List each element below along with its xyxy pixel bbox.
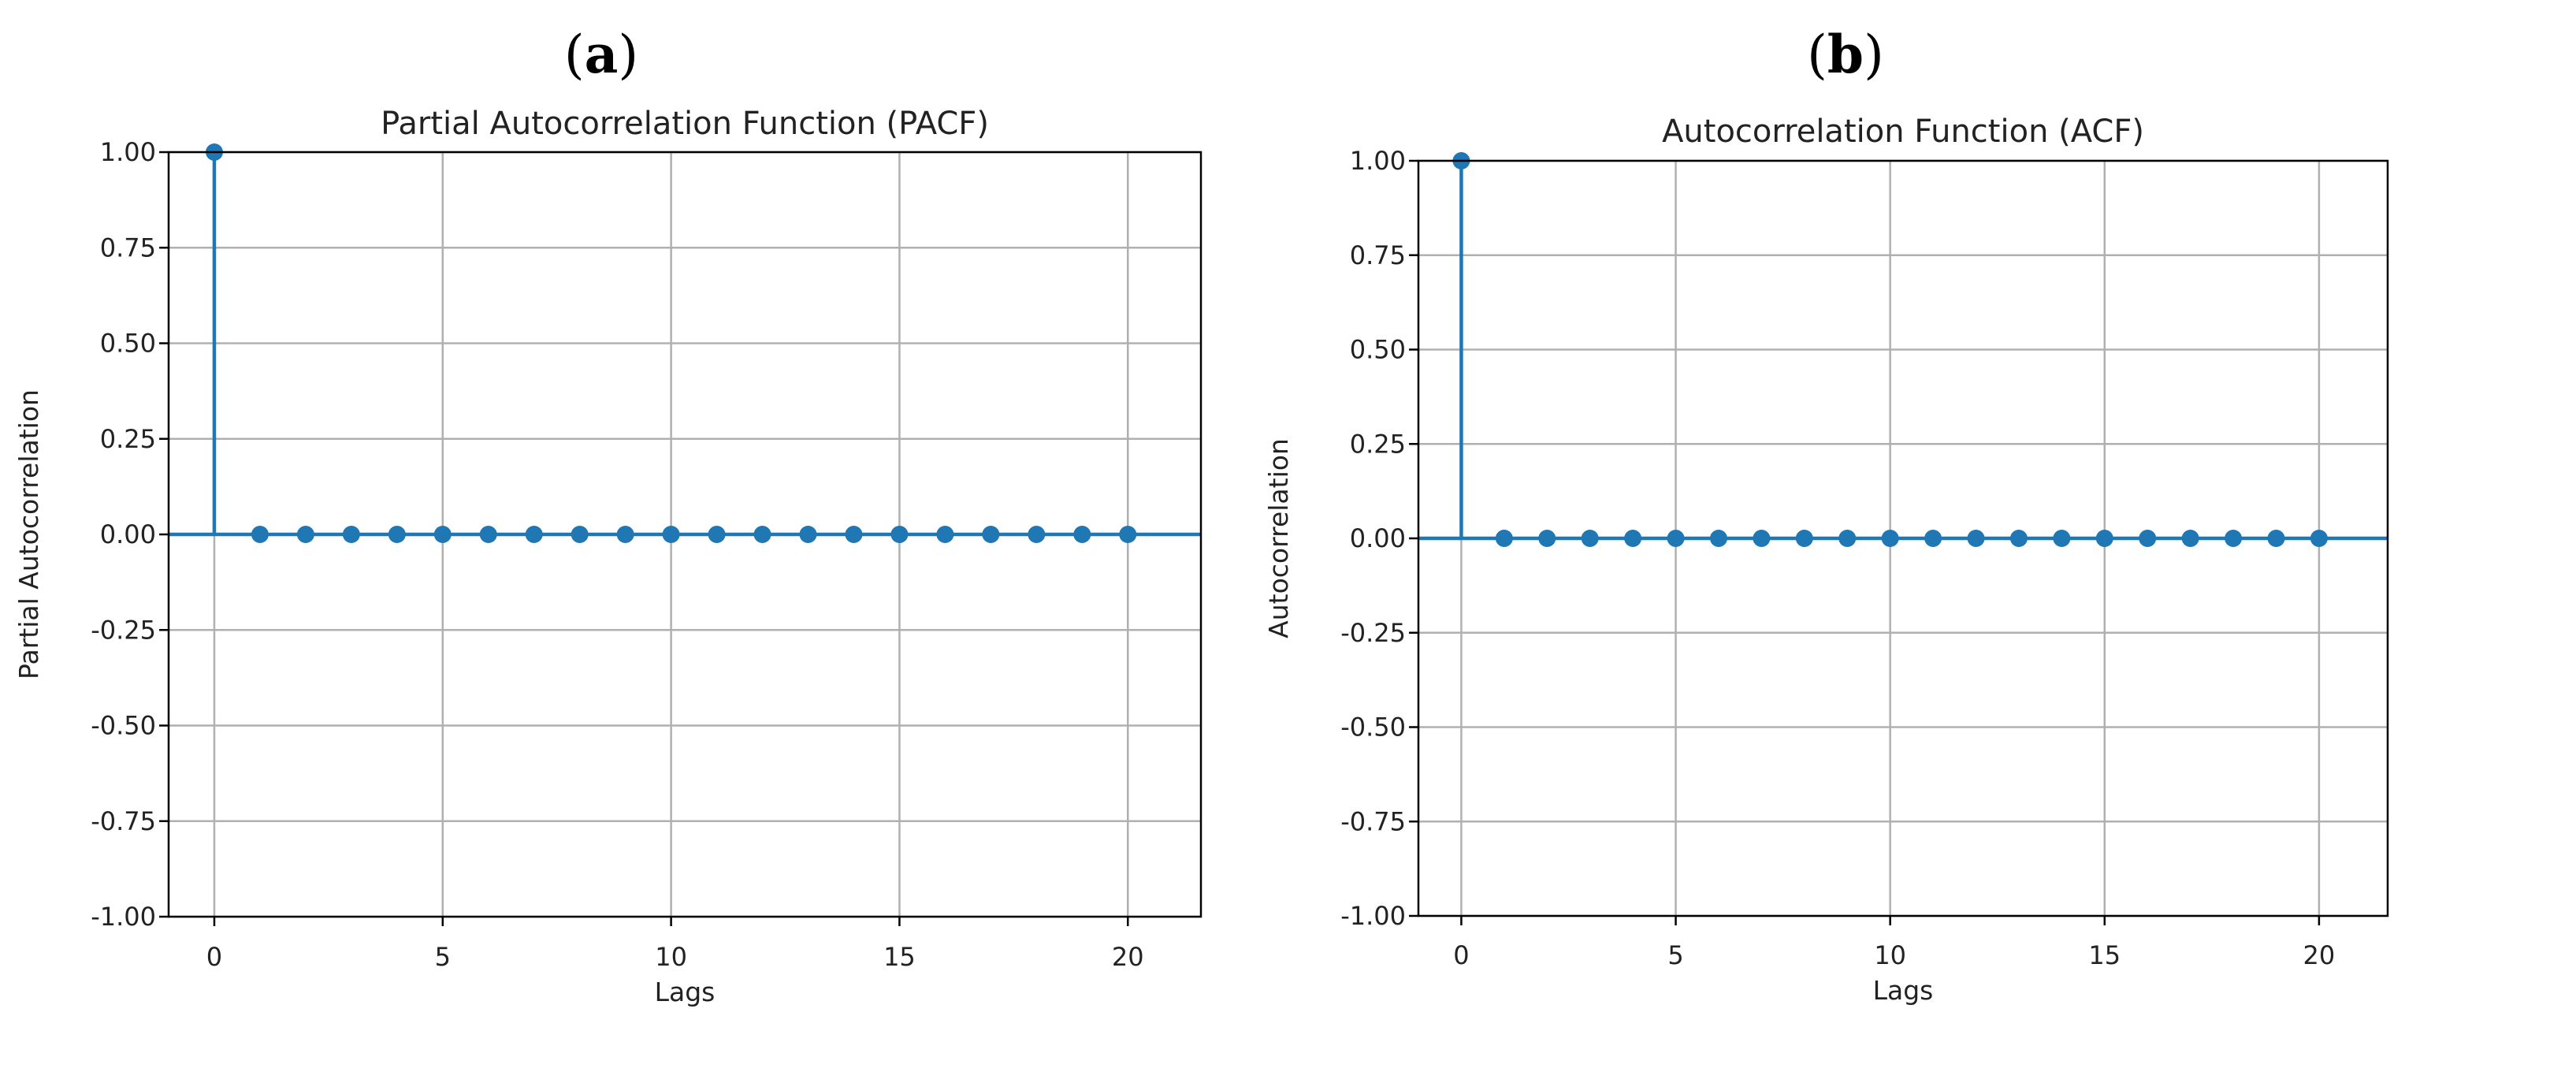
y-axis-label: Autocorrelation (1263, 438, 1294, 638)
panel-label-a: (a) (522, 24, 680, 85)
y-tick-label: 0.75 (1350, 240, 1406, 270)
panel-letter: b (1827, 24, 1864, 85)
y-tick-label: -0.25 (91, 615, 156, 645)
chart-title: Partial Autocorrelation Function (PACF) (381, 106, 989, 142)
panel-label-b: (b) (1767, 24, 1924, 85)
panel-label-close: ) (618, 24, 639, 85)
y-tick-label: -1.00 (91, 902, 156, 932)
y-tick-label: -0.50 (1340, 713, 1406, 742)
stem-marker (2181, 530, 2199, 547)
y-tick-label: 0.25 (1350, 429, 1406, 459)
x-tick-label: 10 (655, 942, 687, 972)
y-tick-label: 1.00 (1350, 146, 1406, 176)
y-tick-label: -0.75 (1340, 806, 1406, 836)
stem-marker (1581, 530, 1599, 547)
stem-marker (296, 526, 314, 543)
x-tick-label: 15 (2088, 940, 2121, 970)
stem-marker (1624, 530, 1642, 547)
stem-marker (616, 526, 634, 543)
stem-marker (1538, 530, 1556, 547)
stem-marker (1967, 530, 1985, 547)
x-tick-label: 10 (1874, 940, 1906, 970)
y-tick-label: 0.50 (100, 329, 156, 359)
stem-marker (890, 526, 909, 543)
stem-marker (936, 526, 954, 543)
stem-marker (2225, 530, 2243, 547)
stem-marker (342, 526, 360, 543)
panel-label-open: ( (1807, 24, 1827, 85)
stem-marker (571, 526, 589, 543)
x-axis-label: Lags (655, 977, 716, 1007)
y-tick-label: -0.75 (91, 806, 156, 836)
stem-marker (388, 526, 406, 543)
x-tick-label: 5 (1667, 940, 1683, 970)
y-tick-label: 0.25 (100, 424, 156, 454)
x-tick-label: 15 (883, 942, 916, 972)
y-tick-label: 0.75 (100, 233, 156, 262)
stem-marker (799, 526, 817, 543)
x-tick-label: 0 (206, 942, 222, 972)
stem-marker (2310, 530, 2328, 547)
x-tick-label: 5 (435, 942, 451, 972)
stem-marker (662, 526, 680, 543)
chart-acf: -1.00 -0.75 -0.50 -0.25 0.00 0.25 0.50 0.75 1.00… (1263, 114, 2389, 1006)
stem-marker (1028, 526, 1046, 543)
y-tick-label: 0.00 (100, 519, 156, 549)
x-tick-label: 20 (1112, 942, 1144, 972)
y-tick-label: -0.50 (91, 711, 156, 741)
stem-marker (2095, 530, 2113, 547)
stem-marker (982, 526, 1000, 543)
stem-marker (753, 526, 771, 543)
stem-marker (845, 526, 863, 543)
chart-title: Autocorrelation Function (ACF) (1662, 114, 2144, 150)
panel-label-open: ( (563, 24, 585, 85)
stem-marker (1495, 530, 1513, 547)
panel-letter: a (584, 24, 619, 85)
x-axis-label: Lags (1873, 975, 1934, 1006)
stem-marker (1119, 526, 1137, 543)
stem-marker (1709, 530, 1727, 547)
stem-marker (525, 526, 543, 543)
stem-marker (1667, 530, 1685, 547)
stem-marker (479, 526, 497, 543)
y-tick-label: -1.00 (1340, 901, 1406, 931)
stem-marker (1838, 530, 1857, 547)
stem-marker (708, 526, 726, 543)
y-tick-label: 0.50 (1350, 335, 1406, 365)
stem-marker (2009, 530, 2028, 547)
stem-marker (1881, 530, 1899, 547)
y-tick-label: 1.00 (100, 137, 156, 167)
y-tick-label: -0.25 (1340, 618, 1406, 648)
chart-pacf: -1.00 -0.75 -0.50 -0.25 0.00 0.25 0.50 0.75 1.00… (13, 106, 1203, 1007)
stem-marker (1795, 530, 1813, 547)
x-tick-label: 0 (1453, 940, 1469, 970)
stem-marker (1753, 530, 1771, 547)
stem-marker (2139, 530, 2157, 547)
stem-marker (2267, 530, 2285, 547)
stem-marker (1924, 530, 1942, 547)
x-tick-label: 20 (2303, 940, 2336, 970)
y-tick-label: 0.00 (1350, 523, 1406, 553)
panel-label-close: ) (1864, 24, 1884, 85)
stem-marker (251, 526, 269, 543)
y-axis-label: Partial Autocorrelation (13, 389, 44, 679)
stem-marker (2053, 530, 2071, 547)
stem-marker (433, 526, 452, 543)
stem-marker (1073, 526, 1091, 543)
